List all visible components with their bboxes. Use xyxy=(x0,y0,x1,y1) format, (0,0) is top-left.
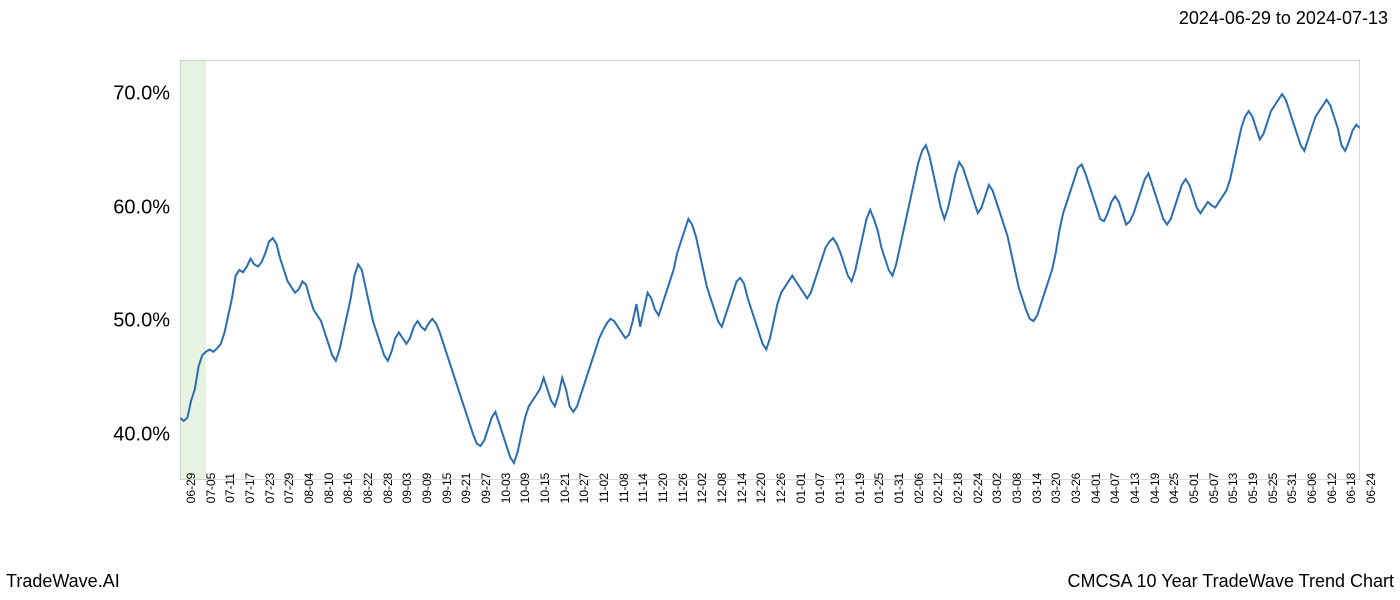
y-tick-label: 50.0% xyxy=(70,310,170,333)
x-tick-label: 12-26 xyxy=(774,473,788,504)
x-tick-label: 07-23 xyxy=(263,473,277,504)
x-tick-label: 04-07 xyxy=(1108,473,1122,504)
x-tick-label: 10-15 xyxy=(538,473,552,504)
x-tick-label: 05-01 xyxy=(1187,473,1201,504)
x-tick-label: 07-11 xyxy=(223,473,237,503)
series-line xyxy=(180,94,1360,463)
x-tick-label: 10-03 xyxy=(499,473,513,504)
x-tick-label: 06-12 xyxy=(1325,473,1339,504)
x-tick-label: 02-06 xyxy=(912,473,926,504)
x-tick-label: 08-10 xyxy=(322,473,336,504)
x-tick-label: 03-14 xyxy=(1030,473,1044,504)
footer-brand: TradeWave.AI xyxy=(6,571,120,592)
x-tick-label: 04-25 xyxy=(1167,473,1181,504)
y-tick-label: 40.0% xyxy=(70,423,170,446)
x-tick-label: 01-31 xyxy=(892,473,906,504)
x-tick-label: 12-08 xyxy=(715,473,729,504)
x-tick-label: 06-18 xyxy=(1344,473,1358,504)
x-tick-label: 05-31 xyxy=(1285,473,1299,504)
x-tick-label: 03-08 xyxy=(1010,473,1024,504)
x-tick-label: 08-16 xyxy=(341,473,355,504)
x-tick-label: 01-19 xyxy=(853,473,867,504)
x-tick-label: 07-17 xyxy=(243,473,257,504)
x-tick-label: 12-20 xyxy=(754,473,768,504)
y-tick-label: 60.0% xyxy=(70,196,170,219)
x-tick-label: 07-29 xyxy=(282,473,296,504)
x-tick-label: 12-14 xyxy=(735,473,749,504)
x-tick-label: 10-27 xyxy=(577,473,591,504)
x-tick-label: 01-25 xyxy=(872,473,886,504)
x-tick-label: 02-24 xyxy=(971,473,985,504)
x-tick-label: 11-20 xyxy=(656,473,670,503)
x-tick-label: 09-21 xyxy=(459,473,473,504)
x-tick-label: 05-25 xyxy=(1266,473,1280,504)
x-tick-label: 09-03 xyxy=(400,473,414,504)
x-tick-label: 01-01 xyxy=(794,473,808,504)
x-tick-label: 08-04 xyxy=(302,473,316,504)
x-tick-label: 06-24 xyxy=(1364,473,1378,504)
x-tick-label: 04-01 xyxy=(1089,473,1103,504)
chart-title: CMCSA 10 Year TradeWave Trend Chart xyxy=(1068,571,1395,592)
x-tick-label: 04-19 xyxy=(1148,473,1162,504)
trend-chart xyxy=(180,60,1360,480)
x-tick-label: 11-02 xyxy=(597,473,611,503)
y-tick-label: 70.0% xyxy=(70,83,170,106)
x-tick-label: 09-09 xyxy=(420,473,434,504)
x-tick-label: 06-06 xyxy=(1305,473,1319,504)
x-tick-label: 03-20 xyxy=(1049,473,1063,504)
x-tick-label: 05-07 xyxy=(1207,473,1221,504)
x-tick-label: 03-02 xyxy=(990,473,1004,504)
x-tick-label: 10-21 xyxy=(558,473,572,504)
x-tick-label: 09-27 xyxy=(479,473,493,504)
x-tick-label: 01-13 xyxy=(833,473,847,504)
x-tick-label: 08-28 xyxy=(381,473,395,504)
x-tick-label: 02-18 xyxy=(951,473,965,504)
x-tick-label: 01-07 xyxy=(813,473,827,504)
x-tick-label: 08-22 xyxy=(361,473,375,504)
highlight-band xyxy=(180,60,206,480)
x-tick-label: 06-29 xyxy=(184,473,198,504)
x-tick-label: 12-02 xyxy=(695,473,709,504)
x-tick-label: 05-13 xyxy=(1226,473,1240,504)
x-tick-label: 09-15 xyxy=(440,473,454,504)
x-tick-label: 04-13 xyxy=(1128,473,1142,504)
date-range-label: 2024-06-29 to 2024-07-13 xyxy=(1179,8,1388,29)
x-tick-label: 11-14 xyxy=(636,473,650,503)
x-tick-label: 03-26 xyxy=(1069,473,1083,504)
x-tick-label: 11-08 xyxy=(617,473,631,503)
x-tick-label: 10-09 xyxy=(518,473,532,504)
x-tick-label: 11-26 xyxy=(676,473,690,503)
x-tick-label: 05-19 xyxy=(1246,473,1260,504)
x-tick-label: 07-05 xyxy=(204,473,218,504)
x-tick-label: 02-12 xyxy=(931,473,945,504)
